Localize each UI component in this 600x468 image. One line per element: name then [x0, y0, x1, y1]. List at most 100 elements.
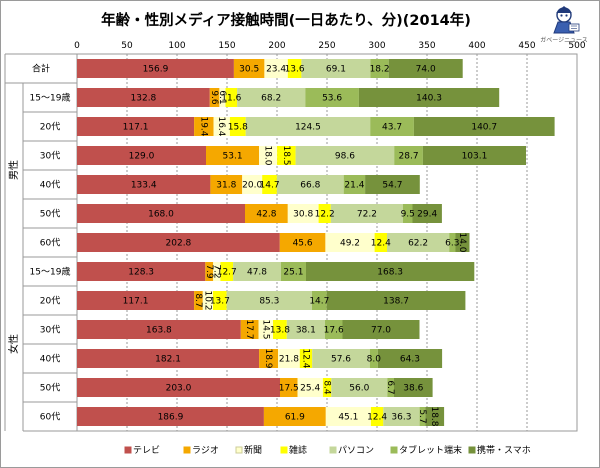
data-label: 202.8 — [166, 239, 192, 249]
category-label: 30代 — [40, 151, 60, 162]
bar-segment — [422, 146, 526, 165]
bar-segment — [206, 146, 260, 165]
bar-segment — [264, 59, 288, 78]
bar-segment — [394, 378, 433, 397]
bar-segment — [365, 175, 420, 194]
bar-segment — [77, 262, 206, 281]
bar-segment — [202, 291, 213, 310]
bar-segment — [77, 88, 210, 107]
data-label: 47.8 — [247, 268, 267, 278]
data-label: 12.4 — [367, 413, 387, 423]
data-label: 132.8 — [131, 94, 157, 104]
data-label: 77.0 — [371, 326, 391, 336]
data-label: 163.8 — [146, 326, 172, 336]
data-label: 74.0 — [416, 65, 436, 75]
bar-segment — [258, 320, 273, 339]
bar-segment — [279, 233, 326, 252]
data-label: 168.3 — [377, 268, 403, 278]
data-label: 8.7 — [193, 293, 203, 307]
bar-segment — [240, 320, 259, 339]
reporter-mascot-icon — [553, 6, 580, 34]
bar-segment — [312, 349, 370, 368]
bar-segment — [330, 204, 403, 223]
bar-segment — [259, 146, 278, 165]
data-label: 9.5 — [401, 210, 415, 220]
bar-segment — [77, 146, 206, 165]
bar-segment — [220, 262, 234, 281]
category-label: 50代 — [40, 209, 60, 220]
data-label: 14.5 — [260, 319, 270, 339]
data-label: 53.6 — [322, 94, 342, 104]
bar-segment — [419, 407, 426, 426]
data-label: 56.0 — [349, 384, 369, 394]
data-label: 45.6 — [293, 239, 313, 249]
bar-segment — [205, 262, 214, 281]
legend-swatch — [390, 446, 398, 454]
bar-segment — [370, 117, 414, 136]
data-label: 18.2 — [370, 65, 390, 75]
x-tick-label: 0 — [74, 41, 80, 51]
bar-segment — [387, 233, 450, 252]
legend-label: 新聞 — [244, 444, 262, 456]
data-label: 13.8 — [270, 326, 290, 336]
data-label: 124.5 — [295, 123, 321, 133]
x-tick-label: 500 — [568, 41, 585, 51]
data-label: 30.8 — [293, 210, 313, 220]
data-label: 21.4 — [344, 181, 364, 191]
data-label: 15.8 — [228, 123, 248, 133]
chart-title: 年齢・性別メディア接触時間(一日あたり、分)(2014年) — [101, 11, 471, 29]
data-label: 66.8 — [300, 181, 320, 191]
x-tick-label: 300 — [368, 41, 385, 51]
data-label: 6.7 — [385, 380, 395, 394]
data-label: 13.6 — [285, 65, 305, 75]
data-label: 168.0 — [148, 210, 174, 220]
bar-segment — [77, 233, 280, 252]
data-label: 10.2 — [202, 290, 212, 310]
bar-segment — [306, 262, 475, 281]
legend-label: 携帯・スマホ — [477, 444, 531, 456]
data-label: 13.7 — [210, 297, 230, 307]
bar-segment — [287, 59, 302, 78]
bar-segment — [377, 349, 443, 368]
category-label: 20代 — [40, 122, 60, 133]
bar-segment — [213, 291, 227, 310]
data-label: 38.1 — [296, 326, 316, 336]
bar-segment — [325, 233, 375, 252]
data-label: 6.3 — [445, 239, 459, 249]
data-label: 20.0 — [242, 181, 262, 191]
bar-segment — [387, 378, 394, 397]
data-label: 14.0 — [457, 232, 467, 252]
data-label: 138.7 — [383, 297, 409, 307]
bar-segment — [358, 88, 500, 107]
legend-swatch — [183, 446, 191, 454]
bar-segment — [194, 117, 214, 136]
bar-segment — [286, 320, 325, 339]
data-label: 7.9 — [204, 264, 214, 279]
group-label: 女性 — [7, 334, 20, 354]
data-label: 61.9 — [285, 413, 305, 423]
data-label: 64.3 — [400, 355, 420, 365]
data-label: 6.1 — [217, 90, 227, 104]
data-label: 53.1 — [223, 152, 243, 162]
bar-segment — [280, 262, 306, 281]
bar-segment — [276, 175, 344, 194]
x-tick-label: 450 — [518, 41, 535, 51]
data-label: 128.3 — [128, 268, 154, 278]
data-label: 14.7 — [260, 181, 280, 191]
bar-segment — [413, 117, 555, 136]
data-label: 19.4 — [198, 116, 208, 136]
bar-segment — [226, 291, 312, 310]
data-label: 28.7 — [399, 152, 419, 162]
data-label: 156.9 — [143, 65, 169, 75]
bar-segment — [77, 378, 280, 397]
data-label: 14.7 — [309, 297, 329, 307]
data-label: 203.0 — [166, 384, 192, 394]
data-label: 117.1 — [123, 297, 149, 307]
bar-segment — [318, 204, 331, 223]
bar-segment — [213, 117, 230, 136]
category-label: 30代 — [40, 325, 60, 336]
data-label: 62.2 — [408, 239, 428, 249]
logo-name: ガベージニュース — [540, 36, 588, 44]
bar-segment — [237, 88, 306, 107]
